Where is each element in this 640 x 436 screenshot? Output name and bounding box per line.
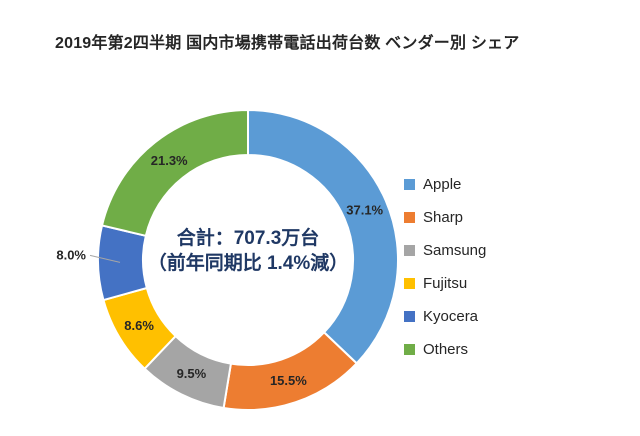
legend-marker-sharp xyxy=(404,212,415,223)
donut-slice-apple xyxy=(247,109,399,365)
slice-label-sharp: 15.5% xyxy=(270,373,307,388)
legend-item-sharp: Sharp xyxy=(404,201,486,234)
legend-marker-fujitsu xyxy=(404,278,415,289)
legend-marker-kyocera xyxy=(404,311,415,322)
slice-label-fujitsu: 8.6% xyxy=(124,318,154,333)
legend-label: Sharp xyxy=(423,209,464,226)
legend-label: Samsung xyxy=(423,242,487,259)
chart-title: 2019年第2四半期 国内市場携帯電話出荷台数 ベンダー別 シェア xyxy=(55,35,520,52)
legend-item-samsung: Samsung xyxy=(404,234,486,267)
legend-label: Fujitsu xyxy=(423,275,468,292)
donut-slice-sharp xyxy=(222,331,358,411)
legend-marker-others xyxy=(404,344,415,355)
legend-item-apple: Apple xyxy=(404,168,486,201)
slice-label-samsung: 9.5% xyxy=(177,366,207,381)
legend-item-others: Others xyxy=(404,333,486,366)
label-leader-line xyxy=(89,254,121,263)
legend-item-kyocera: Kyocera xyxy=(404,300,486,333)
legend-marker-apple xyxy=(404,179,415,190)
slice-label-others: 21.3% xyxy=(151,153,188,168)
legend-item-fujitsu: Fujitsu xyxy=(404,267,486,300)
slice-label-apple: 37.1% xyxy=(346,202,383,217)
legend-label: Others xyxy=(423,341,469,358)
legend-label: Apple xyxy=(423,176,462,193)
donut-center-label: 合計：707.3万台 （前年同期比 1.4%減） xyxy=(148,226,349,276)
legend-label: Kyocera xyxy=(423,308,479,325)
chart-legend: Apple Sharp Samsung Fujitsu Kyocera Others xyxy=(404,168,486,366)
donut-slice-others xyxy=(101,109,249,237)
donut-slice-kyocera xyxy=(97,224,148,302)
slice-label-kyocera: 8.0% xyxy=(56,247,86,262)
yoy-change-text: （前年同期比 1.4%減） xyxy=(147,253,349,274)
total-units-text: 合計：707.3万台 xyxy=(176,228,320,249)
legend-marker-samsung xyxy=(404,245,415,256)
